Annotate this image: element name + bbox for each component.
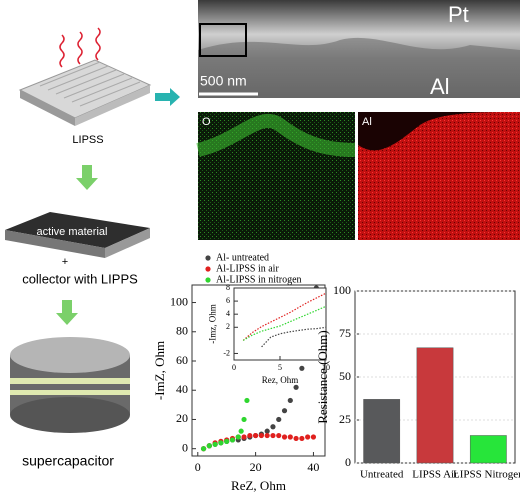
x-tick-label: 10: [322, 363, 330, 372]
x-tick-label: 0: [232, 363, 236, 372]
series-line: [261, 326, 327, 348]
legend-marker: [205, 277, 211, 283]
y-tick-label: 40: [176, 382, 188, 396]
o-band: [196, 113, 356, 157]
point: [293, 384, 299, 390]
y-tick-label: 25: [339, 412, 351, 426]
point: [305, 434, 311, 440]
y-axis-label: Resistance (Ohm): [315, 330, 330, 424]
point: [258, 432, 264, 439]
point: [229, 437, 236, 443]
x-axis-label: Rez, Ohm: [262, 375, 299, 385]
lipss-plate: [18, 27, 152, 126]
label: collector with LIPPS: [22, 271, 138, 286]
electrode: [5, 212, 150, 258]
point: [235, 434, 241, 440]
point: [247, 432, 253, 439]
point: [281, 434, 288, 440]
label: O: [202, 116, 211, 128]
x-tick-label: 20: [250, 460, 262, 474]
y-tick-label: -2: [223, 348, 230, 357]
series-line: [242, 305, 327, 341]
arrow: [56, 300, 78, 325]
label: LIPSS: [72, 134, 103, 146]
al-void: [358, 112, 520, 151]
supercapacitor-icon: [10, 337, 130, 433]
y-axis-label: -ImZ, Ohm: [152, 341, 167, 400]
point: [264, 432, 270, 439]
bar: [363, 399, 401, 464]
y-tick-label: 0: [345, 455, 351, 469]
series-line: [242, 292, 327, 341]
x-tick-label: LIPSS Air: [412, 469, 458, 481]
point: [310, 434, 317, 440]
point: [270, 432, 276, 439]
legend-marker: [205, 255, 211, 261]
point: [244, 397, 250, 404]
inset-box: [199, 23, 247, 57]
y-tick-label: 2: [226, 322, 230, 331]
point: [224, 438, 230, 444]
legend-label: Al- untreated: [216, 252, 269, 263]
point: [299, 435, 305, 442]
arrow: [76, 165, 98, 190]
point: [281, 408, 288, 414]
bar: [416, 347, 454, 464]
point: [238, 428, 244, 434]
point: [270, 424, 276, 430]
point: [276, 416, 282, 423]
point: [218, 440, 224, 446]
point: [276, 432, 282, 439]
x-tick-label: 5: [278, 363, 282, 372]
label: Al: [362, 116, 372, 128]
point: [253, 432, 259, 439]
point: [287, 434, 293, 440]
x-tick-label: 40: [307, 460, 319, 474]
label: Pt: [448, 2, 469, 27]
x-tick-label: 0: [195, 460, 201, 474]
plot-frame: [191, 284, 326, 457]
y-tick-label: 60: [176, 353, 188, 367]
point: [293, 435, 299, 442]
point: [212, 441, 218, 447]
y-axis-label: -Imz, Ohm: [207, 304, 217, 344]
legend-marker: [205, 266, 211, 272]
legend-label: Al-LIPSS in air: [216, 263, 279, 274]
scale-label: 500 nm: [200, 73, 247, 89]
y-tick-label: 75: [339, 326, 351, 340]
point: [287, 397, 293, 404]
y-tick-label: 80: [176, 324, 188, 338]
y-tick-label: 100: [170, 294, 188, 308]
sem-layer: [198, 37, 520, 98]
x-tick-label: Untreated: [360, 469, 404, 481]
y-tick-label: 6: [226, 296, 230, 305]
legend-label: Al-LIPSS in nitrogen: [216, 274, 302, 285]
label: Al: [430, 74, 450, 99]
y-tick-label: 50: [339, 369, 351, 383]
bar: [469, 435, 507, 464]
point: [299, 365, 305, 371]
y-tick-label: 8: [226, 283, 230, 292]
x-axis-label: ReZ, Ohm: [231, 478, 286, 493]
point: [200, 446, 207, 452]
o-map: [198, 112, 355, 240]
y-tick-label: 100: [333, 283, 351, 297]
y-tick-label: 4: [226, 309, 230, 318]
point: [206, 443, 212, 449]
label: active material: [37, 226, 108, 238]
point: [241, 416, 247, 423]
inset-bg: [234, 288, 326, 360]
y-tick-label: 0: [182, 440, 188, 454]
point: [264, 428, 270, 434]
arrow: [155, 88, 180, 106]
point: [241, 434, 247, 440]
y-tick-label: 20: [176, 411, 188, 425]
label: +: [62, 256, 68, 268]
label: supercapacitor: [22, 453, 114, 469]
x-tick-label: LIPSS Nitrogen: [453, 469, 520, 481]
